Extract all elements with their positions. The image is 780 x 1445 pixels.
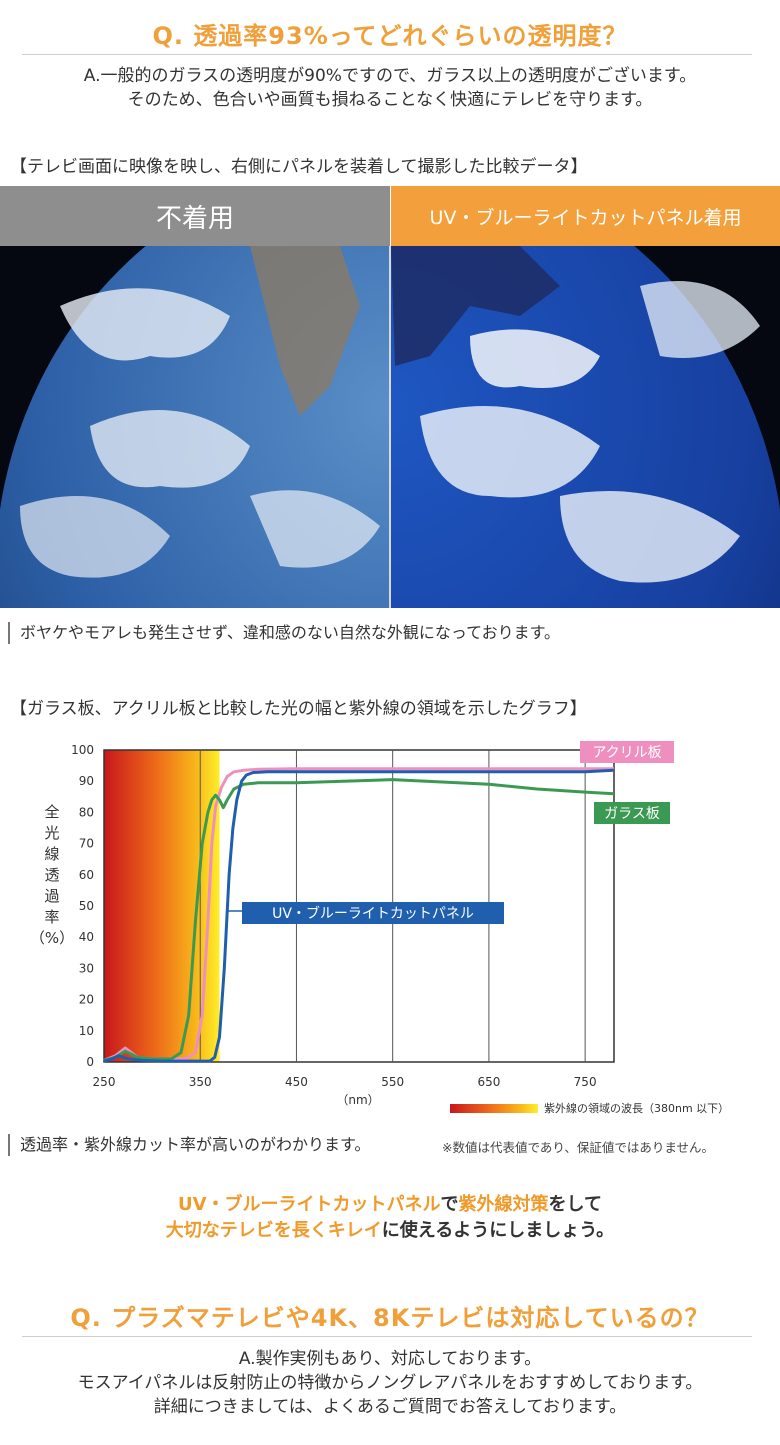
y-tick-label: 40 <box>79 930 94 944</box>
closing-line2: 大切なテレビを長くキレイに使えるようにしましょう。 <box>0 1218 780 1244</box>
panel-legend: UV・ブルーライトカットパネル <box>228 902 504 924</box>
faq1-divider <box>22 54 752 55</box>
y-tick-label: 60 <box>79 868 94 882</box>
transmittance-chart: 0 10 20 30 40 50 60 70 80 90 100 250 350 450 550 650 750… <box>30 741 729 1115</box>
label-with-panel: UV・ブルーライトカットパネル着用 <box>391 186 780 256</box>
closing-message: UV・ブルーライトカットパネルで紫外線対策をして 大切なテレビを長くキレイに使え… <box>0 1192 780 1244</box>
x-tick-label: 450 <box>285 1075 308 1089</box>
glass-legend-text: ガラス板 <box>604 806 660 822</box>
acrylic-legend: アクリル板 <box>580 741 674 763</box>
graph-caption: 透過率・紫外線カット率が高いのがわかります。 <box>8 1134 370 1156</box>
graph-heading: 【ガラス板、アクリル板と比較した光の幅と紫外線の領域を示したグラフ】 <box>10 699 587 719</box>
closing-product-name: UV・ブルーライトカットパネル <box>177 1194 441 1215</box>
label-with-panel-text: UV・ブルーライトカットパネル着用 <box>429 206 742 229</box>
y-tick-label: 70 <box>79 837 94 851</box>
comparison-caption: ボヤケやモアレも発生させず、違和感のない自然な外観になっております。 <box>8 622 560 644</box>
x-tick-label: 550 <box>381 1075 404 1089</box>
label-without-panel-text: 不着用 <box>155 203 234 234</box>
uv-legend-text: 紫外線の領域の波長（380nm 以下） <box>544 1101 729 1115</box>
y-axis-title-char: 透 <box>44 866 59 884</box>
x-tick-label: 750 <box>574 1075 597 1089</box>
graph-disclaimer: ※数値は代表値であり、保証値ではありません。 <box>442 1140 714 1155</box>
closing-uv-countermeasure: 紫外線対策 <box>458 1194 549 1215</box>
x-tick-label: 350 <box>189 1075 212 1089</box>
closing-text-woshite: をして <box>548 1194 602 1215</box>
faq1-question: Q. 透過率93%ってどれぐらいの透明度？ <box>152 22 628 50</box>
y-tick-label: 80 <box>79 805 94 819</box>
glass-line <box>103 778 615 1062</box>
closing-line1: UV・ブルーライトカットパネルで紫外線対策をして <box>0 1192 780 1218</box>
faq1-answer-line1: A.一般的のガラスの透明度が90%ですので、ガラス以上の透明度がございます。 <box>83 66 697 86</box>
y-tick-label: 90 <box>79 774 94 788</box>
acrylic-legend-box <box>580 741 674 763</box>
faq1-answer: A.一般的のガラスの透明度が90%ですので、ガラス以上の透明度がございます。 そ… <box>0 64 780 112</box>
faq2-question: Q. プラズマテレビや4K、8Kテレビは対応しているの？ <box>70 1304 710 1332</box>
glass-legend-box <box>594 802 670 824</box>
chart-axis-labels: 0 10 20 30 40 50 60 70 80 90 100 250 350 450 550 650 750 <box>71 743 596 1089</box>
panel-legend-box <box>242 902 504 924</box>
y-tick-label: 20 <box>79 993 94 1007</box>
y-tick-label: 30 <box>79 961 94 975</box>
faq2-divider <box>22 1336 752 1337</box>
glass-legend: ガラス板 <box>594 802 670 824</box>
y-axis-title-char: （%） <box>30 929 74 947</box>
closing-text-end: に使えるようにしましょう。 <box>381 1220 615 1241</box>
closing-text-de: で <box>440 1194 459 1215</box>
x-tick-label: 250 <box>93 1075 116 1089</box>
y-tick-label: 0 <box>86 1055 94 1069</box>
x-axis-title: （nm） <box>336 1093 379 1107</box>
y-axis-title-char: 率 <box>44 908 59 926</box>
x-tick-label: 650 <box>477 1075 500 1089</box>
panel-legend-text: UV・ブルーライトカットパネル <box>272 905 474 922</box>
faq2-answer-line1: A.製作実例もあり、対応しております。 <box>238 1349 542 1369</box>
label-without-panel: 不着用 <box>0 186 390 256</box>
chart-series <box>103 767 615 1063</box>
y-axis-title-char: 線 <box>44 845 59 863</box>
faq2-answer-line2: モスアイパネルは反射防止の特徴からノングレアパネルをおすすめしております。 <box>77 1373 703 1393</box>
y-tick-label: 10 <box>79 1024 94 1038</box>
earth-comparison-photo <box>0 246 780 608</box>
faq2-answer: A.製作実例もあり、対応しております。 モスアイパネルは反射防止の特徴からノング… <box>0 1347 780 1419</box>
closing-highlight: 大切なテレビを長くキレイ <box>165 1220 382 1241</box>
acrylic-legend-text: アクリル板 <box>592 745 661 761</box>
y-axis-title-char: 全 <box>44 803 59 821</box>
panel-line <box>103 768 615 1063</box>
faq1-answer-line2: そのため、色合いや画質も損ねることなく快適にテレビを守ります。 <box>127 90 653 110</box>
uv-legend-swatch <box>450 1104 538 1113</box>
y-tick-label: 100 <box>71 743 94 757</box>
faq2-answer-line3: 詳細につきましては、よくあるご質問でお答えしております。 <box>153 1397 627 1417</box>
comparison-heading: 【テレビ画面に映像を映し、右側にパネルを装着して撮影した比較データ】 <box>10 157 588 177</box>
y-axis-title-char: 光 <box>44 824 59 842</box>
plot-frame <box>103 749 615 1063</box>
y-tick-label: 50 <box>79 899 94 913</box>
y-axis-title-char: 過 <box>44 887 59 905</box>
